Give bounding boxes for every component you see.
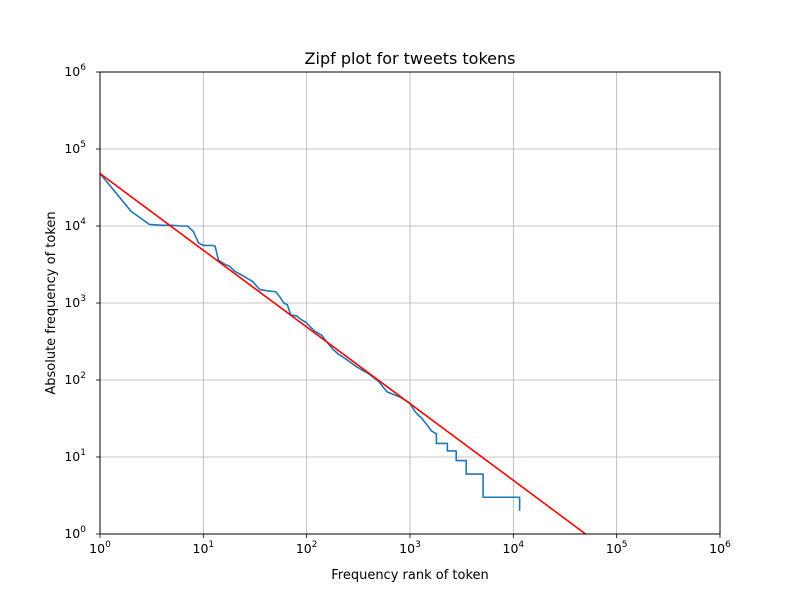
x-axis-label: Frequency rank of token xyxy=(331,568,489,583)
chart-title: Zipf plot for tweets tokens xyxy=(305,49,516,68)
x-tick-label: 106 xyxy=(709,540,731,556)
y-tick-label: 102 xyxy=(64,371,86,387)
x-tick-label: 105 xyxy=(606,540,628,556)
x-tick-label: 102 xyxy=(296,540,318,556)
y-tick-label: 106 xyxy=(64,63,86,79)
x-tick-label: 100 xyxy=(89,540,111,556)
y-tick-label: 100 xyxy=(64,525,86,541)
y-axis-label: Absolute frequency of token xyxy=(44,211,59,394)
x-tick-label: 104 xyxy=(503,540,525,556)
y-tick-label: 105 xyxy=(64,140,86,156)
series-group xyxy=(100,172,587,534)
x-tick-label: 101 xyxy=(193,540,215,556)
y-tick-label: 104 xyxy=(64,217,86,233)
ticks: 100 101 102 103 104 105 106 100 101 102 103 104 105 1… xyxy=(64,63,731,556)
series-line-fit xyxy=(100,172,587,534)
x-tick-label: 103 xyxy=(399,540,421,556)
y-tick-label: 103 xyxy=(64,294,86,310)
series-line-observed xyxy=(100,173,521,511)
y-tick-label: 101 xyxy=(64,448,86,464)
